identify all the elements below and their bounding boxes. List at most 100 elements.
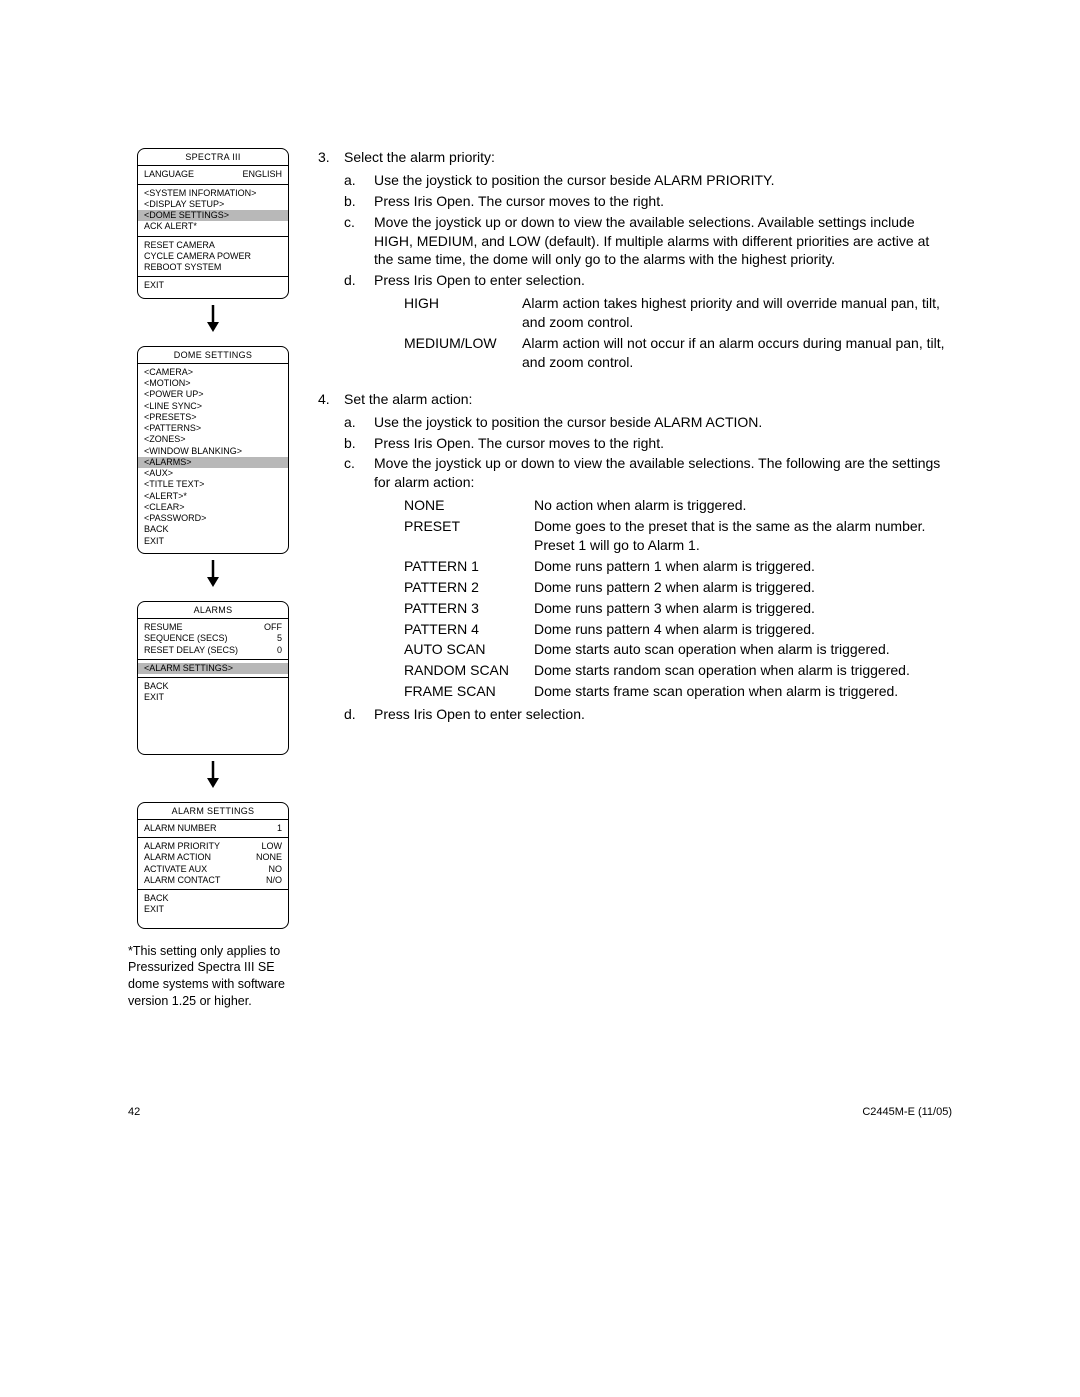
substep-letter: c. [344, 213, 374, 270]
menu-separator [138, 659, 288, 660]
substep-text: Press Iris Open to enter selection. HIGH… [374, 271, 952, 373]
menu-label: RESET DELAY (SECS) [144, 645, 238, 656]
menu-value: 5 [277, 633, 282, 644]
menu-row: RESET DELAY (SECS) 0 [144, 645, 282, 656]
menu-value: ENGLISH [242, 169, 282, 180]
step-3: 3. Select the alarm priority: a.Use the … [318, 148, 952, 376]
menu-value: 0 [277, 645, 282, 656]
substep-d: d.Press Iris Open to enter selection. [344, 705, 585, 724]
menu-label: SEQUENCE (SECS) [144, 633, 228, 644]
definition-term: FRAME SCAN [404, 682, 534, 703]
menu-title: ALARMS [138, 602, 288, 619]
definition-term: AUTO SCAN [404, 640, 534, 661]
substep-text-inner: Move the joystick up or down to view the… [374, 455, 940, 490]
step-4: 4. Set the alarm action: a.Use the joyst… [318, 390, 952, 726]
menu-value: NO [269, 864, 283, 875]
definition-row: HIGHAlarm action takes highest priority … [404, 294, 952, 334]
definition-term: PATTERN 2 [404, 578, 534, 599]
substep-text: Press Iris Open. The cursor moves to the… [374, 434, 664, 453]
menu-row: RESUMEOFF [144, 622, 282, 633]
definition-row: AUTO SCANDome starts auto scan operation… [404, 640, 952, 661]
step-body: Select the alarm priority: a.Use the joy… [344, 148, 952, 376]
substep-letter: a. [344, 171, 374, 190]
definition-row: RANDOM SCANDome starts random scan opera… [404, 661, 952, 682]
menu-label: RESUME [144, 622, 183, 633]
menu-row: <POWER UP> [144, 389, 282, 400]
arrow-down-icon [128, 560, 298, 593]
page-number: 42 [128, 1106, 140, 1118]
substep-text: Use the joystick to position the cursor … [374, 413, 762, 432]
menu-row: <SYSTEM INFORMATION> [144, 188, 282, 199]
menu-body: <CAMERA> <MOTION> <POWER UP> <LINE SYNC>… [138, 364, 288, 549]
substep-a: a.Use the joystick to position the curso… [344, 171, 774, 190]
menu-value: 1 [277, 823, 282, 834]
menu-row: BACK [144, 524, 282, 535]
definition-desc: Dome goes to the preset that is the same… [534, 517, 952, 557]
substep-letter: b. [344, 434, 374, 453]
definition-desc: Dome starts random scan operation when a… [534, 661, 952, 682]
menu-title: ALARM SETTINGS [138, 803, 288, 820]
menu-label: ALARM ACTION [144, 852, 211, 863]
menu-body: ALARM NUMBER 1 ALARM PRIORITYLOW ALARM AC… [138, 820, 288, 918]
substep-d: d. Press Iris Open to enter selection. H… [344, 271, 952, 373]
menu-row: <TITLE TEXT> [144, 479, 282, 490]
menu-row: <PRESETS> [144, 412, 282, 423]
step-intro: Select the alarm priority: [344, 149, 495, 165]
menu-row: BACK [144, 681, 282, 692]
menu-label: ALARM NUMBER [144, 823, 217, 834]
definition-row: FRAME SCANDome starts frame scan operati… [404, 682, 952, 703]
definition-desc: Alarm action takes highest priority and … [522, 294, 952, 334]
definition-desc: Dome starts frame scan operation when al… [534, 682, 952, 703]
menu-value: LOW [261, 841, 282, 852]
definition-row: NONENo action when alarm is triggered. [404, 496, 952, 517]
definition-desc: Dome runs pattern 3 when alarm is trigge… [534, 599, 952, 620]
substep-letter: d. [344, 271, 374, 373]
definition-table: NONENo action when alarm is triggered. P… [404, 496, 952, 703]
arrow-down-icon [128, 305, 298, 338]
menu-row: <MOTION> [144, 378, 282, 389]
menu-value: NONE [256, 852, 282, 863]
menu-row: ALARM ACTION NONE [144, 852, 282, 863]
menu-row: <ALERT>* [144, 491, 282, 502]
menu-separator [138, 677, 288, 678]
menu-row: ACTIVATE AUX NO [144, 864, 282, 875]
substep-b: b.Press Iris Open. The cursor moves to t… [344, 192, 664, 211]
definition-term: HIGH [404, 294, 522, 334]
menu-alarm-settings: ALARM SETTINGS ALARM NUMBER 1 ALARM PRIOR… [137, 802, 289, 929]
definition-desc: Dome starts auto scan operation when ala… [534, 640, 952, 661]
definition-desc: Dome runs pattern 2 when alarm is trigge… [534, 578, 952, 599]
menu-row-highlighted: <ALARMS> [138, 457, 288, 468]
menu-row: <LINE SYNC> [144, 401, 282, 412]
substep-text: Move the joystick up or down to view the… [374, 213, 952, 270]
menu-row: ACK ALERT* [144, 221, 282, 232]
menu-row: <ZONES> [144, 434, 282, 445]
menu-label: ACTIVATE AUX [144, 864, 207, 875]
step-number: 3. [318, 148, 344, 376]
substep-letter: a. [344, 413, 374, 432]
menu-row: EXIT [144, 280, 282, 291]
menu-row: <PATTERNS> [144, 423, 282, 434]
definition-row: MEDIUM/LOWAlarm action will not occur if… [404, 334, 952, 374]
definition-term: PATTERN 4 [404, 620, 534, 641]
menu-row: RESET CAMERA [144, 240, 282, 251]
menu-row: LANGUAGE ENGLISH [144, 169, 282, 180]
definition-row: PATTERN 1Dome runs pattern 1 when alarm … [404, 557, 952, 578]
menu-body: LANGUAGE ENGLISH <SYSTEM INFORMATION> <D… [138, 166, 288, 293]
substep-letter: d. [344, 705, 374, 724]
menu-alarms: ALARMS RESUMEOFF SEQUENCE (SECS) 5 RESET … [137, 601, 289, 755]
document-id: C2445M-E (11/05) [862, 1106, 952, 1118]
menu-label: ALARM CONTACT [144, 875, 220, 886]
definition-term: NONE [404, 496, 534, 517]
step-number: 4. [318, 390, 344, 726]
menu-row-highlighted: <DOME SETTINGS> [138, 210, 288, 221]
menu-row: ALARM PRIORITYLOW [144, 841, 282, 852]
menu-row: CYCLE CAMERA POWER [144, 251, 282, 262]
substep-letter: c. [344, 454, 374, 703]
menu-row: EXIT [144, 692, 282, 703]
menu-label: LANGUAGE [144, 169, 194, 180]
page-footer: 42 C2445M-E (11/05) [128, 1106, 952, 1118]
definition-desc: Dome runs pattern 1 when alarm is trigge… [534, 557, 952, 578]
arrow-down-icon [128, 761, 298, 794]
substep-text: Press Iris Open to enter selection. [374, 705, 585, 724]
page-content: SPECTRA III LANGUAGE ENGLISH <SYSTEM INF… [128, 148, 952, 1010]
